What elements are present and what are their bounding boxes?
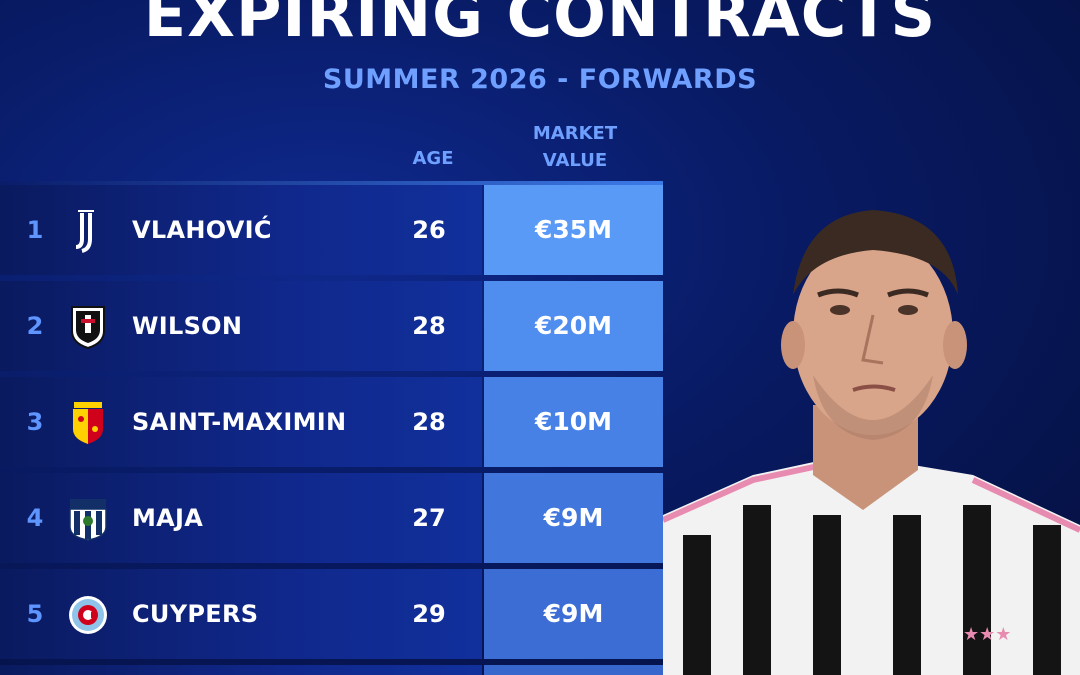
player-age: 29: [412, 600, 446, 628]
market-value: €9M: [484, 473, 663, 563]
player-name: MAJA: [132, 504, 204, 532]
rc-lens-crest-icon: [73, 402, 103, 444]
player-name: VLAHOVIĆ: [132, 216, 272, 244]
market-value: €20M: [484, 281, 663, 371]
fulham-crest-icon: [71, 306, 105, 349]
rank-number: 4: [26, 504, 44, 532]
player-age: 28: [412, 312, 446, 340]
table-row: 3 SAINT-MAXIMIN 28 €10M: [0, 377, 663, 467]
rank-number: 2: [26, 312, 44, 340]
rank-number: 3: [26, 408, 44, 436]
table-row: 4 MAJA 27 €9M: [0, 473, 663, 563]
player-age: 27: [412, 504, 446, 532]
market-value-header-line1: MARKET: [532, 123, 618, 144]
age-column-header: AGE: [412, 148, 454, 169]
player-name: SAINT-MAXIMIN: [132, 408, 347, 436]
west-brom-crest-icon: [69, 499, 107, 541]
table-row: 1 VLAHOVIĆ 26 €35M: [0, 185, 663, 275]
market-value-partial: [484, 665, 663, 675]
page-title: EXPIRING CONTRACTS: [143, 0, 937, 51]
page-subtitle: SUMMER 2026 - FORWARDS: [322, 64, 758, 95]
player-photo: ★★★: [663, 210, 1080, 675]
market-value-header-line2: VALUE: [542, 150, 608, 171]
juventus-crest-icon: [75, 210, 94, 253]
table-row: 5 CUYPERS 29 €9M: [0, 569, 663, 659]
market-value: €35M: [484, 185, 663, 275]
header-divider: [0, 181, 663, 185]
chicago-fire-crest-icon: [69, 596, 107, 634]
rank-number: 5: [26, 600, 44, 628]
player-age: 26: [412, 216, 446, 244]
market-value: €10M: [484, 377, 663, 467]
row-background: [0, 665, 482, 675]
svg-text:★★★: ★★★: [963, 624, 1011, 645]
table-row: 2 WILSON 28 €20M: [0, 281, 663, 371]
rank-number: 1: [26, 216, 44, 244]
market-value: €9M: [484, 569, 663, 659]
table-row-partial: [0, 665, 663, 675]
player-name: CUYPERS: [132, 600, 259, 628]
player-name: WILSON: [132, 312, 243, 340]
market-value-column-header: MARKET VALUE: [505, 120, 645, 174]
player-age: 28: [412, 408, 446, 436]
